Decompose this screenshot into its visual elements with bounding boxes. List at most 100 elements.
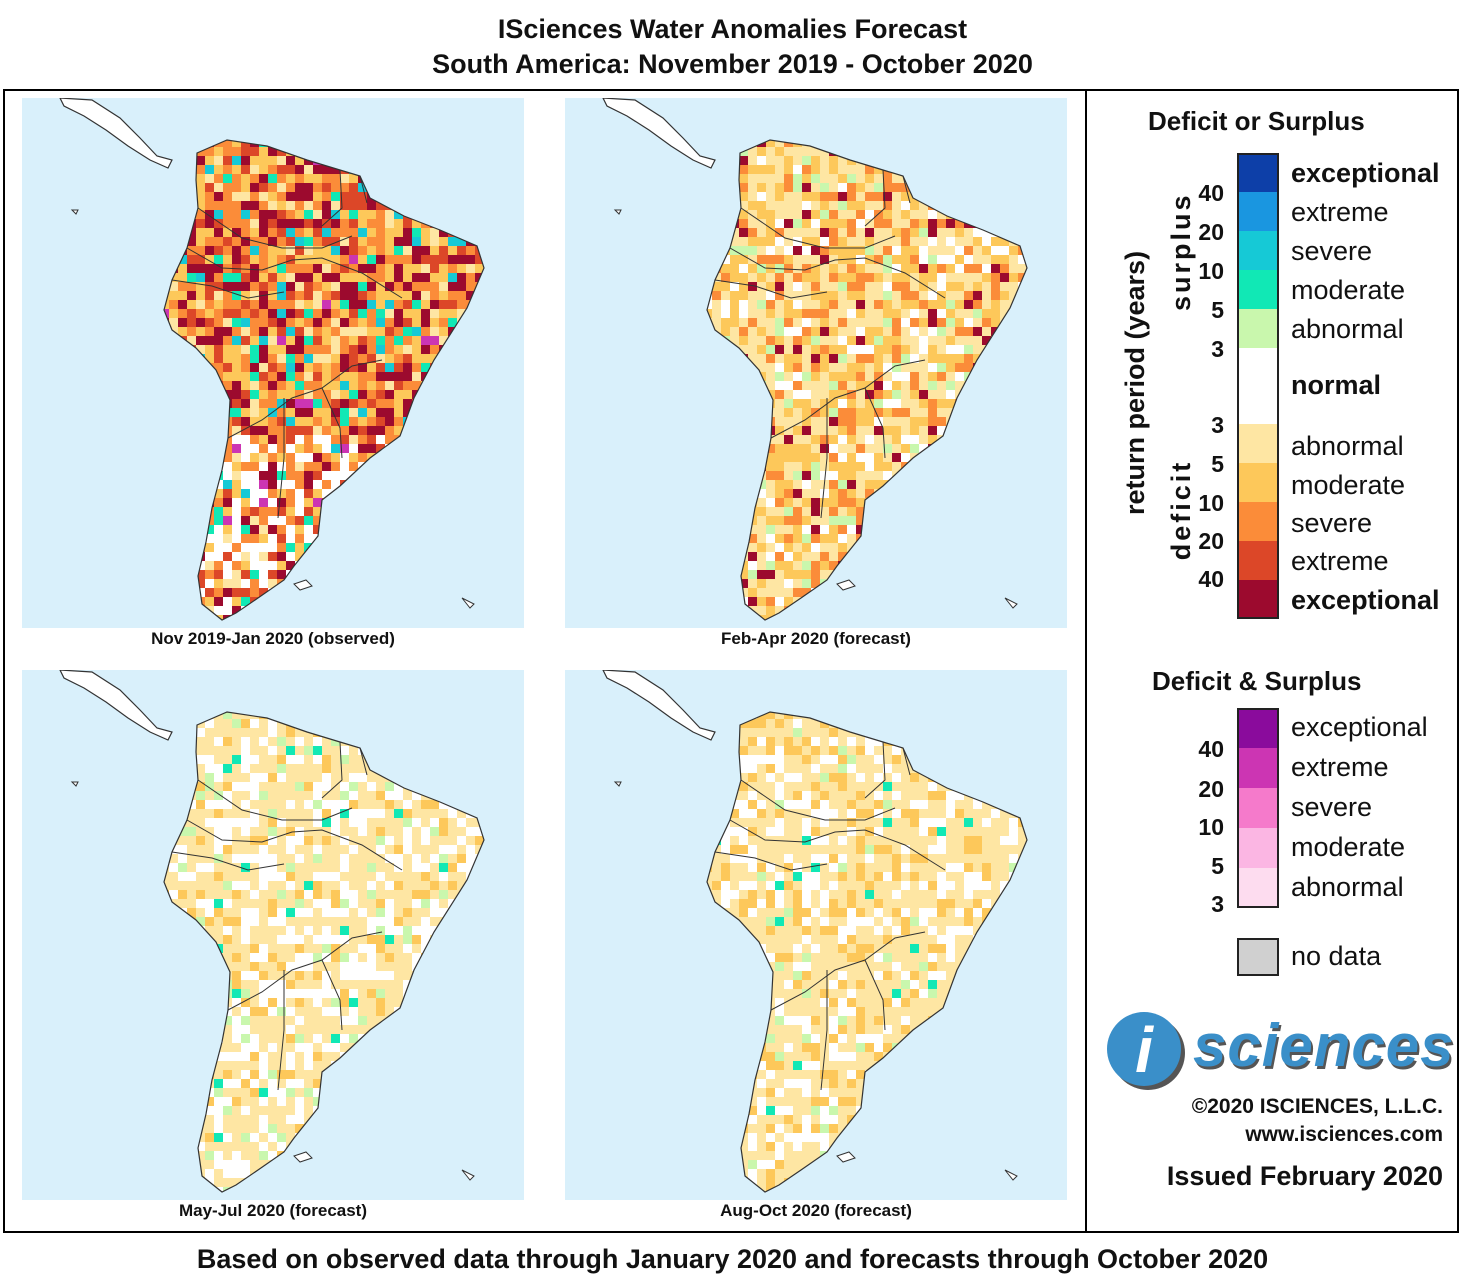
legend-both-rp-3: 3 (1211, 891, 1224, 917)
legend-deficit-severe: severe (1291, 508, 1373, 538)
legend-divider (1085, 89, 1087, 1233)
legend-deficit-rp-40: 40 (1198, 566, 1224, 592)
legend-both-rp-20: 20 (1198, 776, 1224, 802)
legend-deficit-extreme: extreme (1291, 546, 1389, 576)
country-border (186, 819, 403, 871)
website-link[interactable]: www.isciences.com (1245, 1123, 1443, 1146)
legend-both-exceptional: exceptional (1291, 712, 1428, 742)
country-border (321, 959, 343, 1031)
swatch-both-severe (1237, 788, 1279, 828)
map-label-aug-oct: Aug-Oct 2020 (forecast) (720, 1201, 912, 1220)
country-border (714, 279, 828, 299)
legend-normal: normal (1291, 370, 1382, 400)
swatch-surplus-severe (1237, 231, 1279, 270)
swatch-deficit-severe (1237, 502, 1279, 541)
country-border (171, 851, 285, 871)
central-america-landmass (60, 670, 172, 740)
country-border (197, 207, 353, 249)
legend-deficit-moderate: moderate (1291, 470, 1406, 500)
figure-frame (3, 89, 1459, 1233)
legend-surplus-rp-10: 10 (1198, 258, 1224, 284)
map-title: ISciences Water Anomalies Forecast (497, 14, 968, 44)
legend-both-rp-10: 10 (1198, 814, 1224, 840)
legend-deficit-abnormal: abnormal (1291, 431, 1404, 461)
legend-surplus-exceptional: exceptional (1291, 158, 1440, 188)
swatch-no-data (1237, 938, 1279, 976)
central-america-landmass (603, 670, 715, 740)
legend-deficit-rp-10: 10 (1198, 490, 1224, 516)
central-america-coastline (59, 98, 173, 169)
country-border (729, 819, 946, 871)
map-subtitle: South America: November 2019 - October 2… (432, 49, 1033, 79)
swatch-surplus-exceptional (1237, 153, 1279, 192)
legend-deficit-exceptional: exceptional (1291, 585, 1440, 615)
map-panel-nov-jan (22, 98, 524, 628)
country-border (197, 779, 353, 821)
legend-deficit-or-surplus-title: Deficit or Surplus (1148, 106, 1365, 136)
coastline (706, 139, 1028, 621)
islands (70, 209, 475, 609)
country-border (770, 359, 926, 439)
country-border (740, 207, 896, 249)
copyright-text: ©2020 ISCIENCES, L.L.C. (1191, 1095, 1443, 1118)
legend-surplus-label: surplus (1166, 192, 1196, 311)
legend-surplus-rp-40: 40 (1198, 180, 1224, 206)
country-border (714, 851, 828, 871)
country-border (902, 175, 911, 204)
country-border (864, 169, 886, 227)
legend-axis-label: return period (years) (1120, 250, 1150, 515)
legend-surplus-severe: severe (1291, 236, 1373, 266)
country-border (186, 247, 403, 299)
map-panel-aug-oct (565, 670, 1067, 1200)
map-panel-may-jul (22, 670, 524, 1200)
legend-surplus-rp-5: 5 (1211, 297, 1224, 323)
country-border (359, 747, 368, 776)
central-america-coastline (59, 670, 173, 741)
coastline (163, 711, 485, 1193)
country-border (321, 741, 343, 799)
islands (613, 209, 1018, 609)
country-border (227, 359, 383, 439)
legend-surplus-rp-20: 20 (1198, 219, 1224, 245)
country-border (820, 398, 828, 519)
isciences-logo: i sciences (1105, 1010, 1454, 1092)
country-border (277, 398, 285, 519)
swatch-both-abnormal (1237, 868, 1279, 908)
country-border (227, 931, 383, 1011)
country-border (729, 247, 946, 299)
swatch-both-moderate (1237, 828, 1279, 868)
country-border (740, 779, 896, 821)
legend-surplus-abnormal: abnormal (1291, 314, 1404, 344)
map-label-feb-apr: Feb-Apr 2020 (forecast) (721, 629, 911, 648)
country-border (902, 747, 911, 776)
coastline (706, 711, 1028, 1193)
central-america-coastline (602, 670, 716, 741)
swatch-deficit-moderate (1237, 463, 1279, 502)
legend-both-moderate: moderate (1291, 832, 1406, 862)
legend-deficit-rp-3: 3 (1211, 412, 1224, 438)
legend-surplus-moderate: moderate (1291, 275, 1406, 305)
swatch-deficit-abnormal (1237, 424, 1279, 463)
legend-deficit-rp-20: 20 (1198, 528, 1224, 554)
swatch-deficit-extreme (1237, 541, 1279, 580)
legend-both-severe: severe (1291, 792, 1373, 822)
swatch-surplus-moderate (1237, 270, 1279, 309)
country-border (359, 175, 368, 204)
country-border (820, 970, 828, 1091)
country-border (770, 931, 926, 1011)
country-border (321, 169, 343, 227)
swatch-surplus-abnormal (1237, 309, 1279, 348)
country-border (321, 387, 343, 459)
legend-both-abnormal: abnormal (1291, 872, 1404, 902)
central-america-landmass (603, 98, 715, 168)
legend-both-rp-40: 40 (1198, 736, 1224, 762)
country-border (277, 970, 285, 1091)
country-border (864, 741, 886, 799)
issued-date: Issued February 2020 (1166, 1161, 1443, 1191)
swatch-normal (1237, 348, 1279, 424)
central-america-coastline (602, 98, 716, 169)
country-border (171, 279, 285, 299)
legend-both-extreme: extreme (1291, 752, 1389, 782)
islands (613, 781, 1018, 1181)
swatch-surplus-extreme (1237, 192, 1279, 231)
